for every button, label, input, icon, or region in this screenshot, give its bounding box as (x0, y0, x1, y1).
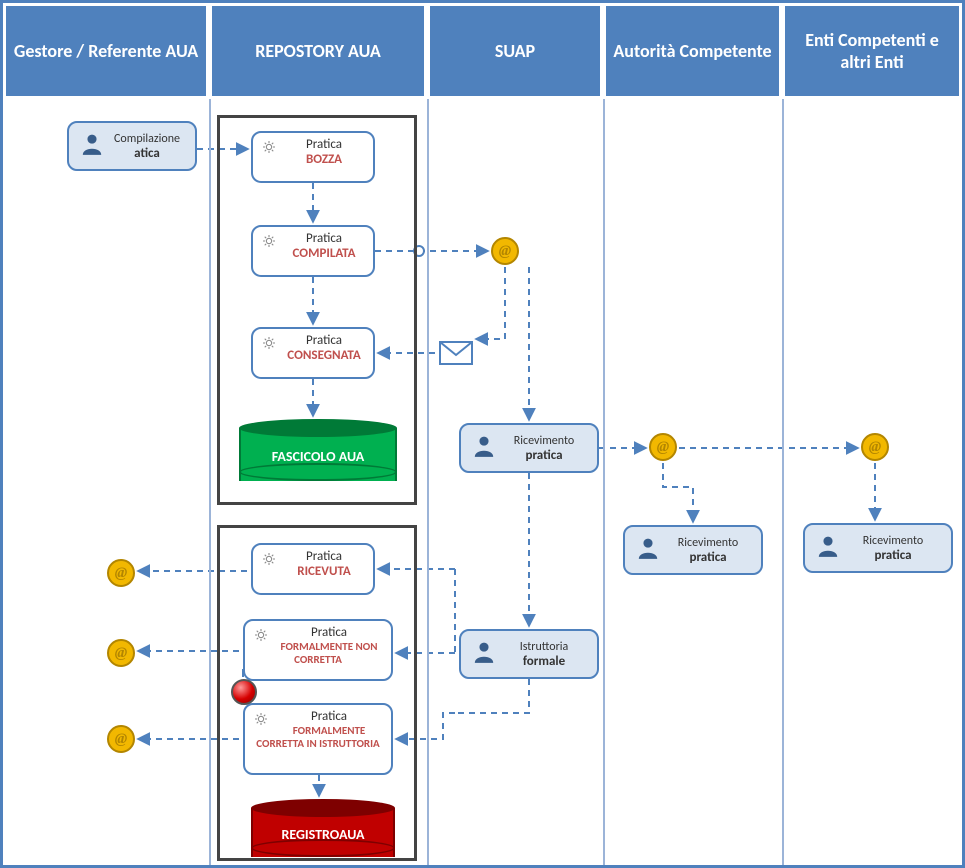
at-icon: @ (107, 725, 135, 753)
lane-divider (209, 99, 211, 865)
task-t-ric-ac: Ricevimento pratica (623, 525, 763, 575)
gear-icon (261, 551, 277, 572)
task-t-ric-enti: Ricevimento pratica (803, 523, 953, 573)
lane-header-lane4: Autorità Competente (603, 3, 782, 99)
cylinder-label: REGISTROAUA (251, 826, 395, 843)
lane-divider (782, 99, 784, 865)
task-line2: atica (105, 146, 189, 161)
gear-icon (253, 627, 269, 646)
person-icon (471, 639, 497, 669)
cylinder-label: FASCICOLO AUA (239, 448, 397, 465)
task-line2: pratica (841, 548, 945, 563)
at-icon: @ (649, 433, 677, 461)
state-s-fnc: Pratica FORMALMENTE NON CORRETTA (243, 619, 393, 681)
lane-label: Autorità Competente (613, 40, 771, 62)
state-s-compilata: Pratica COMPILATA (251, 225, 375, 277)
state-s-consegnata: Pratica CONSEGNATA (251, 327, 375, 379)
task-t-ric-suap: Ricevimento pratica (459, 423, 599, 473)
diagram-frame: Gestore / Referente AUA REPOSTORY AUA SUAP… (0, 0, 965, 868)
gear-icon (261, 335, 277, 356)
task-line1: Ricevimento (497, 434, 591, 448)
state-s-fci: Pratica FORMALMENTE CORRETTA IN ISTRUTTO… (243, 703, 393, 775)
task-line2: pratica (497, 448, 591, 463)
person-icon (815, 533, 841, 563)
lane-header-lane5: Enti Competenti e altri Enti (782, 3, 962, 99)
at-icon: @ (107, 639, 135, 667)
task-line1: Ricevimento (841, 534, 945, 548)
state-line1: Pratica (251, 625, 385, 640)
task-line1: Istruttoria (497, 640, 591, 654)
red-dot-icon (231, 679, 257, 705)
lane-label: Gestore / Referente AUA (14, 40, 198, 62)
lane-header-lane1: Gestore / Referente AUA (3, 3, 209, 99)
person-icon (635, 535, 661, 565)
at-icon: @ (491, 237, 519, 265)
state-line1: Pratica (251, 709, 385, 724)
gear-icon (253, 711, 269, 730)
cylinder-cyl-registro: REGISTROAUA (251, 799, 395, 857)
lane-label: Enti Competenti e altri Enti (791, 29, 953, 73)
lane-label: REPOSTORY AUA (255, 40, 381, 62)
lane-label: SUAP (495, 40, 535, 62)
lane-header-lane3: SUAP (427, 3, 603, 99)
lane-header-lane2: REPOSTORY AUA (209, 3, 427, 99)
state-s-ricevuta: Pratica RICEVUTA (251, 543, 375, 595)
at-icon: @ (861, 433, 889, 461)
task-line1: Ricevimento (661, 536, 755, 550)
task-t-compilazione: Compilazione atica (67, 121, 197, 171)
task-line1: Compilazione (105, 132, 189, 146)
person-icon (471, 433, 497, 463)
gear-icon (261, 139, 277, 160)
person-icon (79, 131, 105, 161)
lane-divider (603, 99, 605, 865)
state-line2: FORMALMENTE NON CORRETTA (251, 640, 385, 666)
cylinder-cyl-fascicolo: FASCICOLO AUA (239, 419, 397, 481)
envelope-icon (439, 341, 473, 365)
lane-divider (427, 99, 429, 865)
task-t-istruttoria: Istruttoria formale (459, 629, 599, 679)
task-line2: formale (497, 654, 591, 669)
at-icon: @ (107, 559, 135, 587)
task-line2: pratica (661, 550, 755, 565)
state-line2: FORMALMENTE CORRETTA IN ISTRUTTORIA (251, 724, 385, 750)
state-s-bozza: Pratica BOZZA (251, 131, 375, 183)
gear-icon (261, 233, 277, 254)
